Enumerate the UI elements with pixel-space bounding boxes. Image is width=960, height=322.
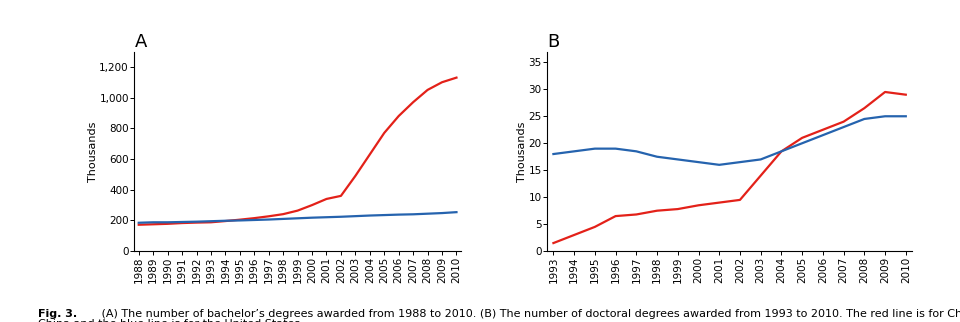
Text: China and the blue line is for the United States.: China and the blue line is for the Unite… <box>38 319 304 322</box>
Text: A: A <box>134 33 147 51</box>
Text: (A) The number of bachelor’s degrees awarded from 1988 to 2010. (B) The number o: (A) The number of bachelor’s degrees awa… <box>91 309 960 319</box>
Y-axis label: Thousands: Thousands <box>87 121 98 182</box>
Text: B: B <box>547 33 560 51</box>
Y-axis label: Thousands: Thousands <box>517 121 527 182</box>
Text: Fig. 3.: Fig. 3. <box>38 309 78 319</box>
